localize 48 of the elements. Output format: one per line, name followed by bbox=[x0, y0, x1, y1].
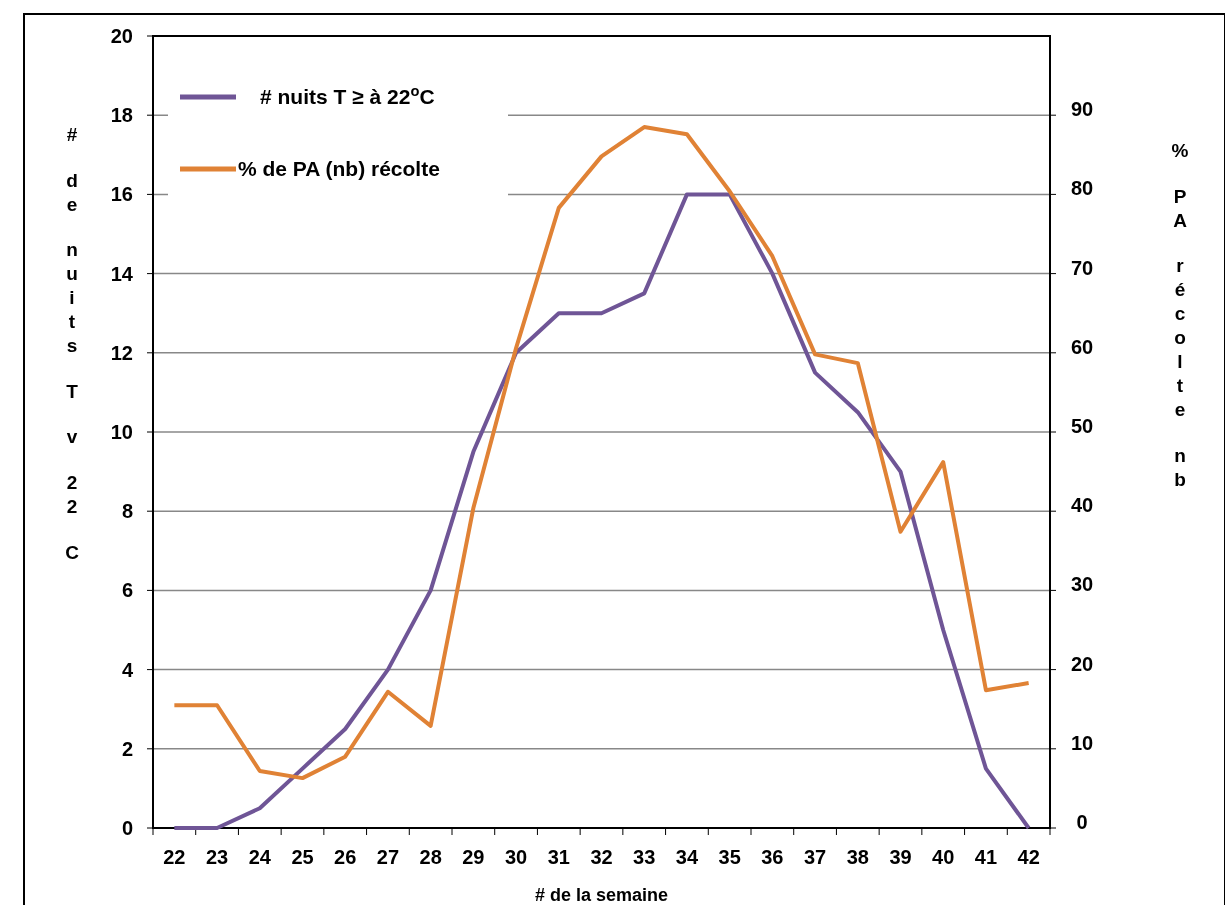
line-series bbox=[172, 192, 1031, 830]
x-axis-title: # de la semaine bbox=[534, 885, 669, 905]
x-tick-label: 23 bbox=[205, 846, 229, 868]
y2-tick-label: 90 bbox=[1070, 98, 1094, 121]
y-tick-label: 12 bbox=[110, 341, 133, 364]
legend-label: # nuits T ≥ à 22$^{o}$C bbox=[260, 83, 435, 109]
x-tick-label: 34 bbox=[675, 846, 699, 868]
x-tick-label: 38 bbox=[846, 846, 869, 868]
x-tick-label: 32 bbox=[590, 846, 613, 868]
y2-tick-label: 60 bbox=[1070, 335, 1094, 358]
text: % PA récolte nb bbox=[1171, 140, 1189, 490]
y2-tick-label: 80 bbox=[1070, 177, 1094, 200]
legend-label: % de PA (nb) récolte bbox=[238, 157, 440, 181]
y2-tick-label: 10 bbox=[1070, 731, 1094, 754]
x-tick-label: 26 bbox=[334, 846, 357, 868]
y2-tick-label: 0 bbox=[1076, 811, 1088, 833]
y-tick-label: 6 bbox=[121, 579, 133, 602]
y-tick-label: 20 bbox=[110, 25, 133, 47]
x-tick-label: 28 bbox=[419, 846, 442, 868]
x-tick-label: 22 bbox=[163, 846, 186, 868]
x-tick-label: 39 bbox=[889, 846, 912, 868]
x-tick-label: 40 bbox=[932, 846, 955, 868]
x-tick-label: 33 bbox=[633, 846, 656, 868]
y2-tick-label: 20 bbox=[1070, 652, 1094, 675]
y2-tick-label: 70 bbox=[1070, 256, 1094, 279]
y2-tick-label: 40 bbox=[1070, 494, 1094, 517]
x-tick-label: 29 bbox=[462, 846, 485, 868]
x-tick-label: 31 bbox=[547, 846, 570, 868]
y-tick-label: 10 bbox=[110, 421, 133, 443]
x-tick-label: 24 bbox=[248, 846, 272, 868]
y-tick-label: 16 bbox=[110, 183, 133, 206]
y-tick-label: 14 bbox=[110, 262, 134, 285]
y-tick-label: 0 bbox=[121, 817, 133, 839]
y2-tick-label: 30 bbox=[1070, 573, 1094, 596]
y-tick-label: 2 bbox=[121, 737, 133, 760]
y-tick-label: 4 bbox=[121, 658, 134, 681]
x-tick-label: 27 bbox=[376, 846, 400, 868]
x-tick-label: 30 bbox=[504, 846, 528, 868]
x-tick-label: 36 bbox=[761, 846, 784, 868]
text: # de nuits T v 22 C bbox=[65, 124, 79, 563]
x-tick-label: 25 bbox=[291, 846, 314, 868]
y-tick-label: 18 bbox=[110, 104, 133, 127]
x-tick-label: 41 bbox=[974, 846, 998, 868]
x-tick-label: 42 bbox=[1017, 846, 1040, 868]
y2-tick-label: 50 bbox=[1070, 415, 1094, 437]
y-tick-label: 8 bbox=[121, 500, 133, 523]
x-tick-label: 35 bbox=[718, 846, 741, 868]
x-tick-label: 37 bbox=[803, 846, 827, 868]
